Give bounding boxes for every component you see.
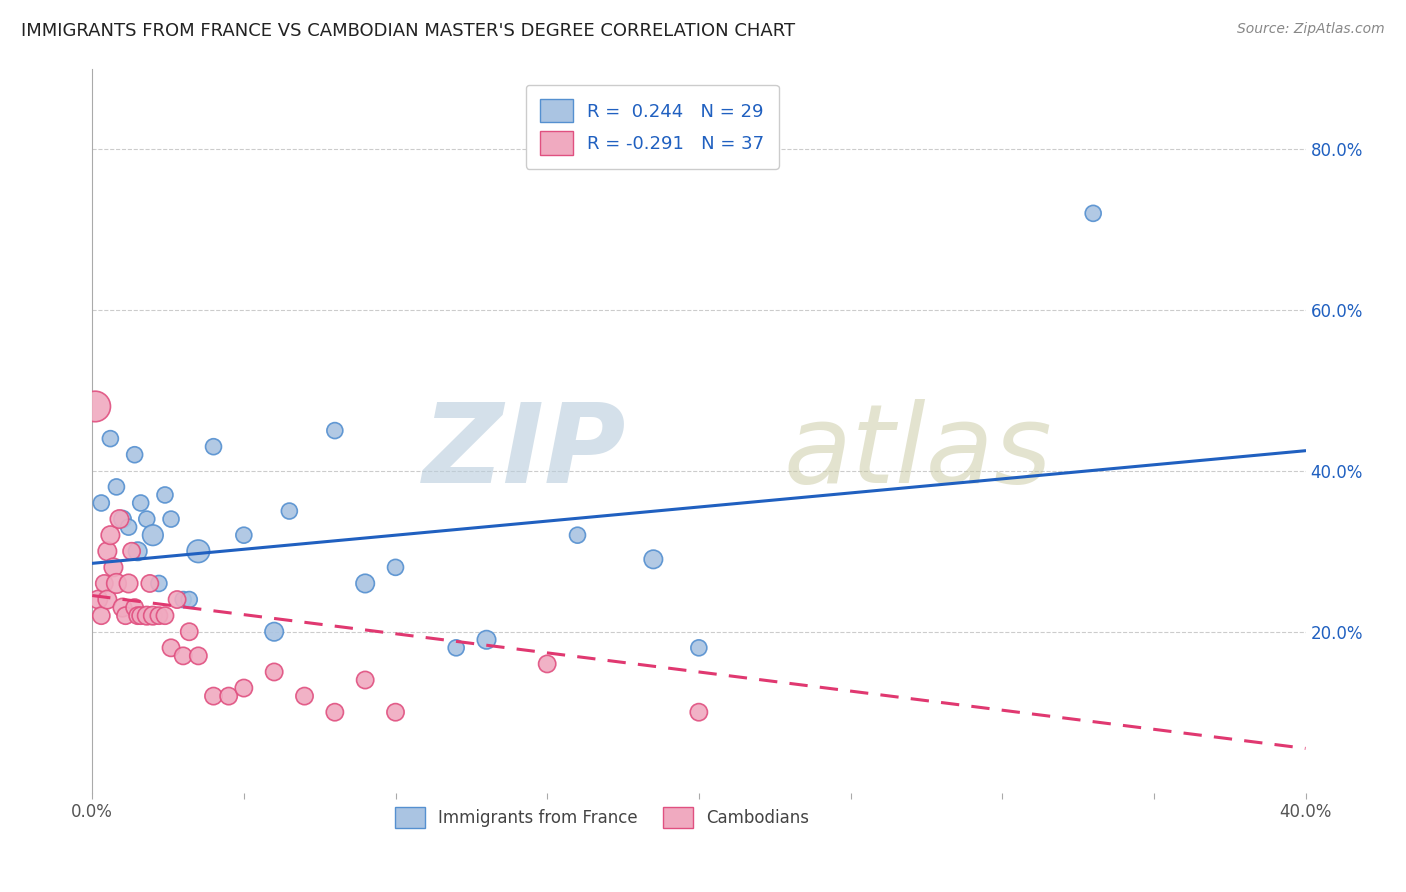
Point — [160, 640, 183, 655]
Point — [323, 705, 346, 719]
Point — [323, 424, 346, 438]
Text: IMMIGRANTS FROM FRANCE VS CAMBODIAN MASTER'S DEGREE CORRELATION CHART: IMMIGRANTS FROM FRANCE VS CAMBODIAN MAST… — [21, 22, 796, 40]
Point — [111, 512, 134, 526]
Point — [100, 528, 122, 542]
Point — [84, 400, 107, 414]
Point — [103, 560, 125, 574]
Point — [124, 448, 146, 462]
Point — [263, 665, 285, 679]
Point — [142, 528, 165, 542]
Point — [1083, 206, 1105, 220]
Point — [263, 624, 285, 639]
Point — [643, 552, 665, 566]
Point — [153, 608, 176, 623]
Point — [121, 544, 143, 558]
Point — [688, 705, 710, 719]
Point — [127, 544, 149, 558]
Point — [105, 576, 128, 591]
Text: Source: ZipAtlas.com: Source: ZipAtlas.com — [1237, 22, 1385, 37]
Point — [90, 608, 112, 623]
Point — [105, 480, 128, 494]
Point — [202, 689, 225, 703]
Point — [90, 496, 112, 510]
Text: atlas: atlas — [783, 399, 1053, 506]
Point — [187, 544, 209, 558]
Text: ZIP: ZIP — [423, 399, 626, 506]
Point — [117, 576, 139, 591]
Point — [124, 600, 146, 615]
Point — [179, 592, 201, 607]
Legend: Immigrants from France, Cambodians: Immigrants from France, Cambodians — [388, 800, 815, 835]
Point — [294, 689, 316, 703]
Point — [135, 608, 157, 623]
Point — [93, 576, 115, 591]
Point — [187, 648, 209, 663]
Point — [354, 576, 377, 591]
Point — [148, 576, 170, 591]
Point — [129, 496, 152, 510]
Point — [87, 592, 110, 607]
Point — [354, 673, 377, 687]
Point — [139, 576, 162, 591]
Point — [96, 592, 118, 607]
Point — [172, 592, 194, 607]
Point — [108, 512, 131, 526]
Point — [536, 657, 558, 671]
Point — [100, 432, 122, 446]
Point — [384, 705, 406, 719]
Point — [218, 689, 240, 703]
Point — [475, 632, 498, 647]
Point — [127, 608, 149, 623]
Point — [172, 648, 194, 663]
Point — [111, 600, 134, 615]
Point — [179, 624, 201, 639]
Point — [202, 440, 225, 454]
Point — [444, 640, 467, 655]
Point — [384, 560, 406, 574]
Point — [232, 681, 254, 695]
Point — [117, 520, 139, 534]
Point — [153, 488, 176, 502]
Point — [142, 608, 165, 623]
Point — [114, 608, 136, 623]
Point — [160, 512, 183, 526]
Point — [278, 504, 301, 518]
Point — [232, 528, 254, 542]
Point — [148, 608, 170, 623]
Point — [96, 544, 118, 558]
Point — [129, 608, 152, 623]
Point — [166, 592, 188, 607]
Point — [688, 640, 710, 655]
Point — [135, 512, 157, 526]
Point — [567, 528, 589, 542]
